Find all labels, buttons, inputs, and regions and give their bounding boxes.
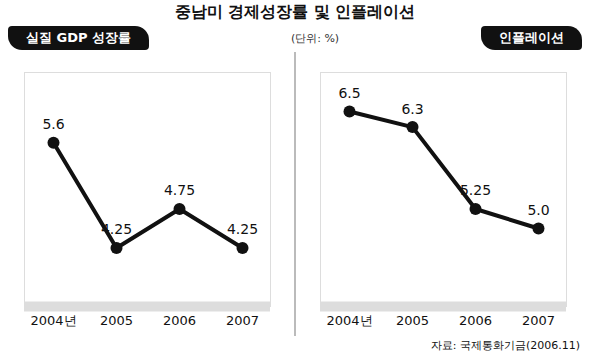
svg-text:2006: 2006 [163,313,196,328]
svg-text:2007: 2007 [522,313,555,328]
svg-text:2005: 2005 [396,313,429,328]
svg-text:4.25: 4.25 [101,221,132,237]
html-text:중남미 경제성장률 및 인플레이션: 중남미 경제성장률 및 인플레이션 [174,2,416,21]
svg-text:6.5: 6.5 [338,85,360,101]
svg-text:5.25: 5.25 [460,182,491,198]
svg-text:4.75: 4.75 [164,182,195,198]
svg-text:5.0: 5.0 [527,202,549,218]
svg-text:5.6: 5.6 [42,116,64,132]
html-text:인플레이션: 인플레이션 [499,30,564,45]
html-text:(단위: %): (단위: %) [290,31,340,45]
html-text:자료: 국제통화기금(2006.11): 자료: 국제통화기금(2006.11) [430,339,580,352]
svg-text:4.25: 4.25 [227,221,258,237]
svg-text:2005: 2005 [100,313,133,328]
svg-text:2007: 2007 [226,313,259,328]
html-text:실질 GDP 성장률: 실질 GDP 성장률 [26,30,131,45]
svg-text:2004년: 2004년 [326,313,372,328]
svg-text:6.3: 6.3 [401,101,423,117]
svg-text:2006: 2006 [459,313,492,328]
svg-text:2004년: 2004년 [30,313,76,328]
